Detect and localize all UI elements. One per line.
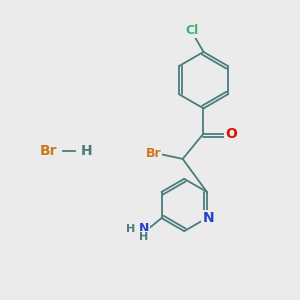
- Text: Br: Br: [40, 145, 58, 158]
- Text: Br: Br: [146, 147, 161, 161]
- Text: H: H: [126, 224, 136, 234]
- Text: N: N: [139, 222, 149, 235]
- Text: O: O: [226, 127, 237, 141]
- Text: N: N: [202, 211, 214, 225]
- Text: Cl: Cl: [186, 24, 199, 37]
- Text: H: H: [139, 232, 148, 242]
- Text: H: H: [81, 145, 93, 158]
